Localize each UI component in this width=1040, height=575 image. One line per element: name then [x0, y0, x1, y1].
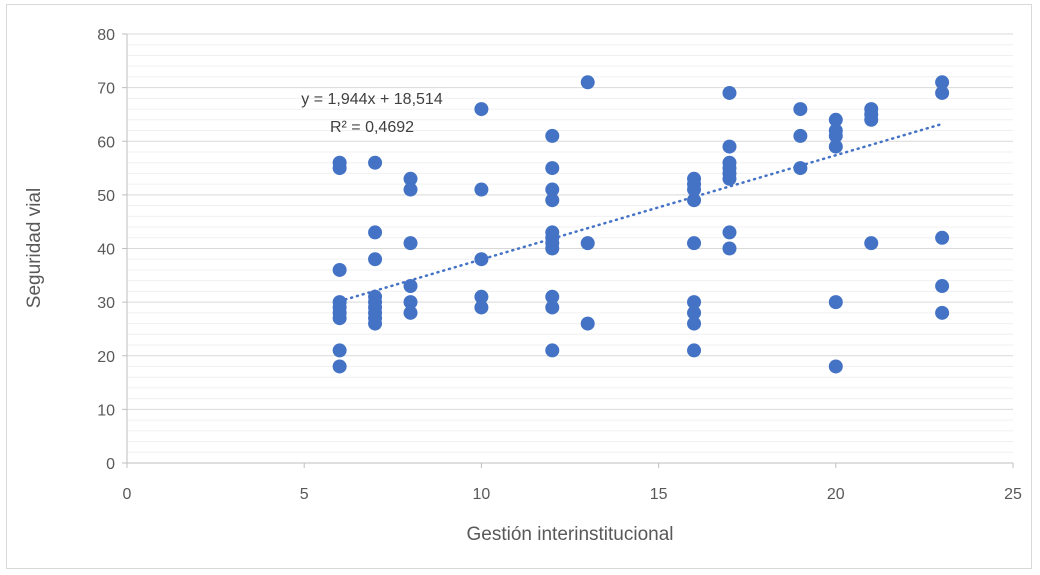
- data-point: [474, 289, 489, 304]
- data-point: [474, 252, 489, 267]
- x-tick-label: 20: [827, 486, 845, 503]
- data-point: [935, 85, 950, 100]
- data-point: [332, 262, 347, 277]
- data-point: [545, 161, 560, 176]
- data-point: [332, 359, 347, 374]
- data-point: [332, 343, 347, 358]
- data-point: [687, 343, 702, 358]
- data-point: [828, 295, 843, 310]
- trendline-r-squared: R² = 0,4692: [330, 119, 414, 136]
- data-point: [332, 161, 347, 176]
- data-point: [935, 305, 950, 320]
- data-point: [545, 128, 560, 143]
- data-point: [332, 311, 347, 326]
- y-tick-label: 30: [97, 295, 115, 312]
- data-point: [828, 139, 843, 154]
- data-point: [828, 112, 843, 127]
- data-point: [368, 252, 383, 267]
- x-tick-label: 25: [1004, 486, 1022, 503]
- data-point: [793, 161, 808, 176]
- data-point: [545, 182, 560, 197]
- y-tick-label: 10: [97, 402, 115, 419]
- data-point: [793, 128, 808, 143]
- data-point: [545, 193, 560, 208]
- data-point: [722, 171, 737, 186]
- data-point: [935, 230, 950, 245]
- data-point: [580, 316, 595, 331]
- data-point: [403, 236, 418, 251]
- y-tick-label: 0: [106, 456, 115, 473]
- x-tick-label: 10: [473, 486, 491, 503]
- data-point: [368, 225, 383, 240]
- data-point: [474, 182, 489, 197]
- x-axis-title: Gestión interinstitucional: [467, 524, 674, 545]
- data-point: [368, 316, 383, 331]
- y-tick-labels: 0 10 20 30 40 50 60 70 80: [97, 27, 115, 473]
- y-tick-label: 50: [97, 188, 115, 205]
- x-tick-label: 15: [650, 486, 668, 503]
- data-point: [545, 300, 560, 315]
- trendline: [338, 122, 944, 303]
- data-point: [687, 236, 702, 251]
- data-point: [474, 300, 489, 315]
- data-point: [687, 316, 702, 331]
- data-point: [474, 102, 489, 117]
- data-point: [580, 75, 595, 90]
- x-tick-label: 5: [300, 486, 309, 503]
- data-point: [828, 359, 843, 374]
- data-point: [722, 85, 737, 100]
- data-point: [793, 102, 808, 117]
- data-point: [368, 155, 383, 170]
- x-tick-labels: 0 5 10 15 20 25: [123, 486, 1022, 503]
- y-axis-title: Seguridad vial: [24, 188, 45, 308]
- data-point: [403, 182, 418, 197]
- data-point: [687, 182, 702, 197]
- data-point: [864, 236, 879, 251]
- data-point: [722, 241, 737, 256]
- trendline-equation: y = 1,944x + 18,514: [301, 91, 443, 108]
- data-point: [687, 193, 702, 208]
- data-point: [935, 279, 950, 294]
- data-point: [403, 171, 418, 186]
- y-tick-label: 80: [97, 27, 115, 44]
- data-point: [545, 343, 560, 358]
- data-point: [403, 279, 418, 294]
- data-point: [403, 295, 418, 310]
- data-point: [687, 305, 702, 320]
- minor-gridlines: [127, 44, 1013, 453]
- data-point: [935, 75, 950, 90]
- data-point: [722, 225, 737, 240]
- data-points: [332, 75, 950, 374]
- data-point: [545, 289, 560, 304]
- axes: [122, 33, 1014, 468]
- data-point: [687, 295, 702, 310]
- y-tick-label: 20: [97, 349, 115, 366]
- data-point: [403, 305, 418, 320]
- data-point: [580, 236, 595, 251]
- data-point: [722, 139, 737, 154]
- trendline-layer: [338, 122, 944, 303]
- y-tick-label: 60: [97, 134, 115, 151]
- data-point: [545, 241, 560, 256]
- major-gridlines: [127, 33, 1013, 410]
- x-tick-label: 0: [123, 486, 132, 503]
- y-tick-label: 70: [97, 81, 115, 98]
- data-point: [864, 112, 879, 127]
- data-point: [828, 128, 843, 143]
- y-tick-label: 40: [97, 242, 115, 259]
